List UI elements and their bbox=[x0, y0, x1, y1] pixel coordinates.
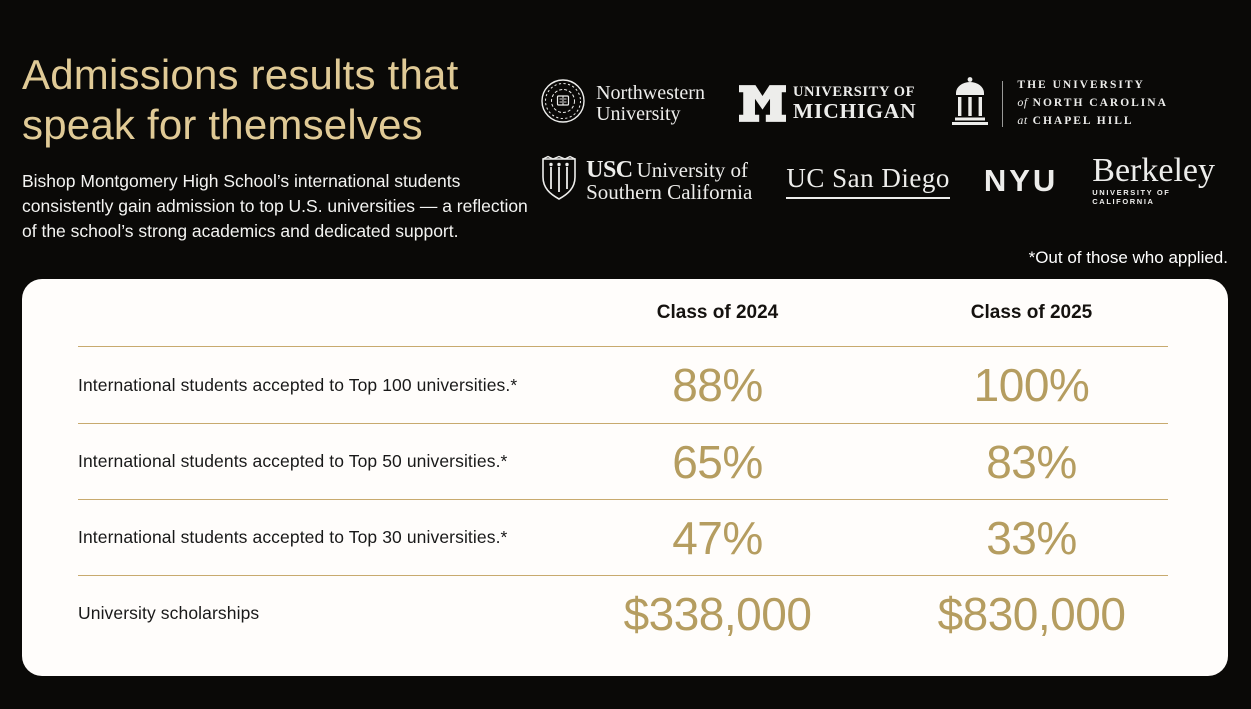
usc-line1: University of bbox=[636, 157, 749, 182]
michigan-line2: MICHIGAN bbox=[792, 99, 917, 123]
berkeley-wordmark: Berkeley bbox=[1092, 151, 1215, 189]
unc-line1: THE UNIVERSITY bbox=[1017, 79, 1145, 91]
value-2024: 65% bbox=[672, 435, 763, 488]
row-label: International students accepted to Top 3… bbox=[78, 527, 508, 547]
logo-uc-san-diego: UC San Diego bbox=[786, 163, 950, 199]
col-header-2024: Class of 2024 bbox=[656, 301, 779, 323]
berkeley-subtext: UNIVERSITY OF CALIFORNIA bbox=[1092, 187, 1171, 206]
northwestern-seal-icon bbox=[540, 78, 586, 129]
value-2024: 88% bbox=[672, 359, 763, 411]
unc-line2: NORTH CAROLINA bbox=[1032, 97, 1168, 109]
footnote: *Out of those who applied. bbox=[1028, 248, 1228, 267]
row-label: International students accepted to Top 5… bbox=[78, 451, 508, 471]
nyu-wordmark: NYU bbox=[983, 162, 1059, 198]
logo-unc-chapel-hill: THE UNIVERSITY of NORTH CAROLINA at CHAP… bbox=[950, 76, 1167, 131]
table-header-row: Class of 2024 Class of 2025 bbox=[78, 279, 1168, 347]
title-line-1: Admissions results that bbox=[22, 51, 459, 98]
block-m-icon bbox=[738, 85, 786, 122]
logo-michigan: UNIVERSITY OF MICHIGAN bbox=[738, 83, 917, 123]
unc-line2-prefix: of bbox=[1017, 95, 1028, 109]
northwestern-line1: Northwestern bbox=[596, 81, 705, 104]
row-label: University scholarships bbox=[78, 603, 260, 623]
northwestern-wordmark: Northwestern University bbox=[596, 81, 705, 125]
value-2025: 83% bbox=[986, 435, 1077, 488]
michigan-wordmark: UNIVERSITY OF MICHIGAN bbox=[792, 83, 917, 123]
value-2024: $338,000 bbox=[623, 587, 812, 640]
usc-wordmark: USC University of Southern California bbox=[586, 156, 753, 204]
logo-northwestern: Northwestern University bbox=[540, 78, 705, 129]
results-table-card: Class of 2024 Class of 2025 Internationa… bbox=[22, 279, 1228, 676]
value-2024: 47% bbox=[672, 511, 763, 564]
value-2025: 33% bbox=[986, 511, 1077, 564]
table-row-top100: International students accepted to Top 1… bbox=[78, 347, 1168, 423]
university-logos: Northwestern University UNIVERSITY OF MI… bbox=[540, 76, 1215, 244]
logo-nyu: NYU bbox=[984, 163, 1058, 199]
usc-line2: Southern California bbox=[586, 179, 753, 204]
col-header-2025: Class of 2025 bbox=[970, 301, 1093, 323]
usc-shield-icon bbox=[540, 155, 578, 206]
page-title: Admissions results that speak for themse… bbox=[22, 50, 540, 150]
value-2025: 100% bbox=[973, 359, 1090, 411]
logo-berkeley: Berkeley UNIVERSITY OF CALIFORNIA bbox=[1092, 151, 1215, 206]
intro-block: Admissions results that speak for themse… bbox=[22, 50, 540, 244]
northwestern-line2: University bbox=[596, 102, 681, 125]
header: Admissions results that speak for themse… bbox=[0, 0, 1251, 244]
table-row-scholarships: University scholarships $338,000 $830,00… bbox=[78, 575, 1168, 651]
ucsd-wordmark: UC San Diego bbox=[786, 163, 950, 199]
unc-line3: CHAPEL HILL bbox=[1032, 115, 1134, 127]
subtitle: Bishop Montgomery High School’s internat… bbox=[22, 171, 528, 241]
usc-abbr: USC bbox=[586, 156, 633, 183]
logo-usc: USC University of Southern California bbox=[540, 155, 752, 206]
row-label: International students accepted to Top 1… bbox=[78, 374, 518, 395]
logo-row-2: USC University of Southern California UC … bbox=[540, 151, 1215, 206]
unc-divider bbox=[1002, 80, 1004, 127]
table-row-top50: International students accepted to Top 5… bbox=[78, 423, 1168, 499]
unc-line3-prefix: at bbox=[1017, 113, 1028, 127]
old-well-icon bbox=[950, 76, 990, 131]
table-row-top30: International students accepted to Top 3… bbox=[78, 499, 1168, 575]
logo-row-1: Northwestern University UNIVERSITY OF MI… bbox=[540, 76, 1168, 131]
unc-wordmark: THE UNIVERSITY of NORTH CAROLINA at CHAP… bbox=[1017, 77, 1167, 130]
value-2025: $830,000 bbox=[937, 587, 1126, 640]
title-line-2: speak for themselves bbox=[22, 101, 423, 148]
michigan-line1: UNIVERSITY OF bbox=[792, 83, 916, 100]
